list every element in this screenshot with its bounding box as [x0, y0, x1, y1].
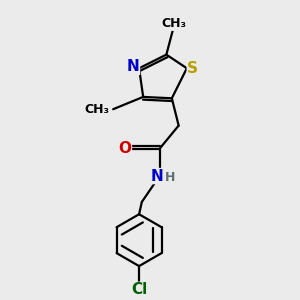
Text: N: N	[127, 59, 140, 74]
Text: S: S	[187, 61, 198, 76]
Text: CH₃: CH₃	[161, 17, 186, 30]
Text: CH₃: CH₃	[84, 103, 109, 116]
Text: H: H	[165, 171, 175, 184]
Text: O: O	[118, 141, 131, 156]
Text: N: N	[151, 169, 164, 184]
Text: Cl: Cl	[131, 282, 147, 297]
